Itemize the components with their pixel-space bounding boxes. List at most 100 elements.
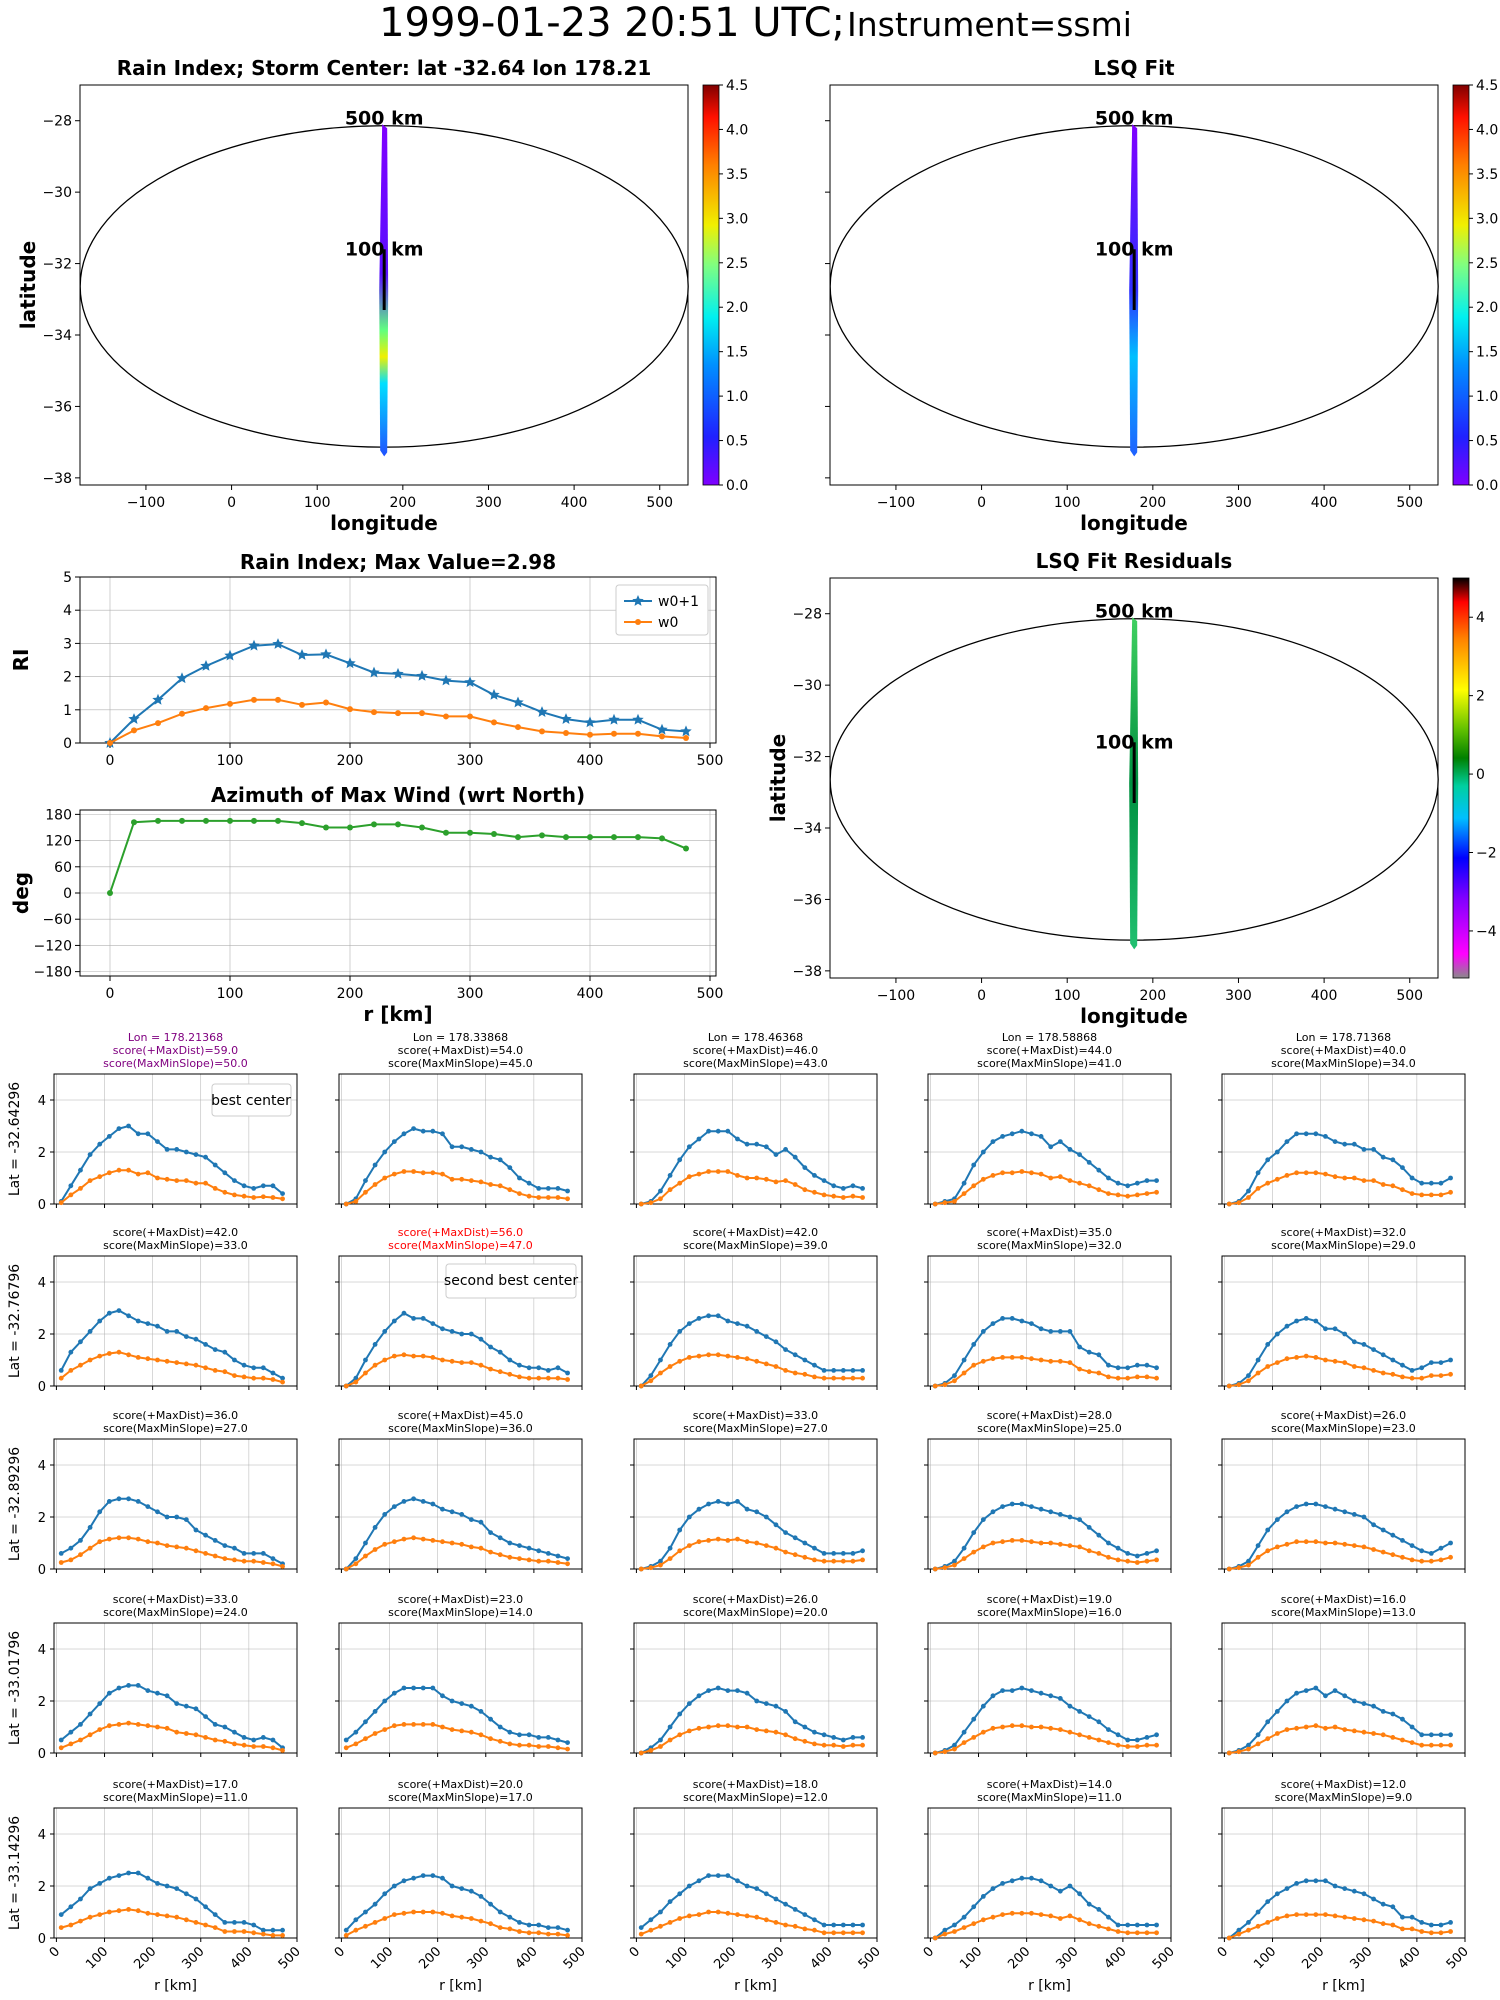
data-point — [430, 1538, 436, 1543]
x-axis-label: r [km] — [734, 1978, 777, 1994]
data-point — [1134, 1737, 1140, 1743]
data-point — [87, 1914, 93, 1920]
series-line-w0p1 — [1228, 1503, 1452, 1570]
data-point — [174, 1914, 180, 1920]
data-point — [1284, 1886, 1290, 1891]
data-point — [831, 1742, 837, 1748]
data-point — [1255, 1732, 1261, 1738]
data-point — [1313, 1170, 1319, 1176]
data-point — [183, 1917, 189, 1923]
x-tick-label: 500 — [1444, 1944, 1472, 1972]
data-point — [1274, 1517, 1280, 1522]
data-point — [1067, 1329, 1073, 1334]
data-point — [1086, 1548, 1092, 1554]
data-point — [106, 1310, 112, 1316]
data-point — [1255, 1170, 1261, 1176]
data-point — [106, 1536, 112, 1542]
data-point — [980, 1517, 986, 1522]
data-point — [222, 1738, 228, 1744]
x-tick-label: 0 — [106, 753, 115, 769]
data-point — [58, 1737, 64, 1743]
data-point — [1438, 1930, 1444, 1936]
colorbar-tick-label: 3.0 — [726, 211, 748, 227]
data-point — [363, 1370, 368, 1376]
data-point — [1323, 1134, 1328, 1139]
data-point — [971, 1362, 977, 1368]
data-point — [860, 1368, 865, 1373]
data-point — [347, 706, 353, 713]
x-tick-label: 400 — [513, 1944, 541, 1972]
data-point — [507, 1554, 513, 1560]
data-point — [1048, 1509, 1054, 1515]
data-point — [608, 713, 620, 725]
data-point — [174, 1329, 180, 1334]
data-point — [792, 1907, 798, 1912]
data-point — [1077, 1344, 1082, 1350]
data-point — [1438, 1373, 1444, 1378]
data-point — [1390, 1904, 1396, 1910]
y-tick-label: 5 — [63, 570, 72, 586]
data-point — [1284, 1173, 1290, 1178]
data-point — [1323, 1878, 1328, 1884]
score-maxdist: score(+MaxDist)=42.0 — [693, 1226, 818, 1239]
data-point — [1115, 1929, 1121, 1934]
data-point — [411, 1875, 416, 1881]
data-point — [106, 1134, 112, 1139]
chart-ylabel: deg — [9, 872, 33, 914]
data-point — [430, 1355, 436, 1360]
data-point — [1274, 1149, 1280, 1155]
data-point — [517, 1742, 522, 1748]
data-point — [1000, 1504, 1005, 1509]
data-point — [1125, 1558, 1131, 1564]
data-point — [648, 1373, 654, 1378]
x-axis-label: r [km] — [1322, 1978, 1365, 1994]
data-point — [648, 1565, 654, 1571]
data-point — [430, 1873, 436, 1878]
data-point — [735, 1136, 740, 1142]
y-tick-label: −34 — [42, 328, 72, 344]
x-tick-label: 100 — [957, 1944, 985, 1972]
x-tick-label: 300 — [759, 1944, 787, 1972]
data-point — [735, 1321, 740, 1326]
data-point — [971, 1921, 977, 1927]
data-point — [392, 667, 404, 679]
data-point — [280, 1375, 285, 1381]
data-point — [164, 1514, 170, 1520]
data-point — [1057, 1329, 1063, 1334]
data-point — [715, 1313, 721, 1319]
data-point — [1144, 1742, 1150, 1748]
data-point — [1246, 1558, 1251, 1564]
data-point — [232, 1192, 237, 1198]
data-point — [241, 1193, 247, 1199]
x-tick-label: 100 — [83, 1944, 111, 1972]
data-point — [821, 1558, 827, 1564]
data-point — [116, 1308, 122, 1313]
data-point — [942, 1927, 948, 1933]
data-point — [1332, 1688, 1338, 1693]
data-point — [536, 1548, 542, 1554]
y-tick-label: 4 — [38, 1643, 46, 1658]
data-point — [478, 1894, 484, 1899]
data-point — [371, 709, 377, 716]
data-point — [212, 1912, 218, 1917]
chart-xlabel: r [km] — [363, 1002, 432, 1026]
data-point — [1154, 1548, 1159, 1554]
data-point — [1351, 1698, 1357, 1704]
data-point — [1106, 1554, 1111, 1560]
data-point — [1029, 1321, 1034, 1326]
data-point — [1265, 1157, 1271, 1163]
data-point — [545, 1551, 551, 1556]
data-point — [1000, 1912, 1005, 1917]
data-point — [420, 1722, 426, 1727]
data-point — [145, 1131, 151, 1137]
data-point — [1038, 1506, 1044, 1512]
data-point — [792, 1535, 798, 1541]
data-point — [401, 1169, 407, 1174]
score-panel-r0-c2: Lon = 178.46368score(+MaxDist)=46.0score… — [630, 1031, 878, 1208]
data-point — [831, 1558, 837, 1564]
data-point — [68, 1922, 74, 1928]
data-point — [164, 1147, 170, 1152]
data-point — [773, 1339, 779, 1345]
data-point — [507, 1729, 513, 1735]
